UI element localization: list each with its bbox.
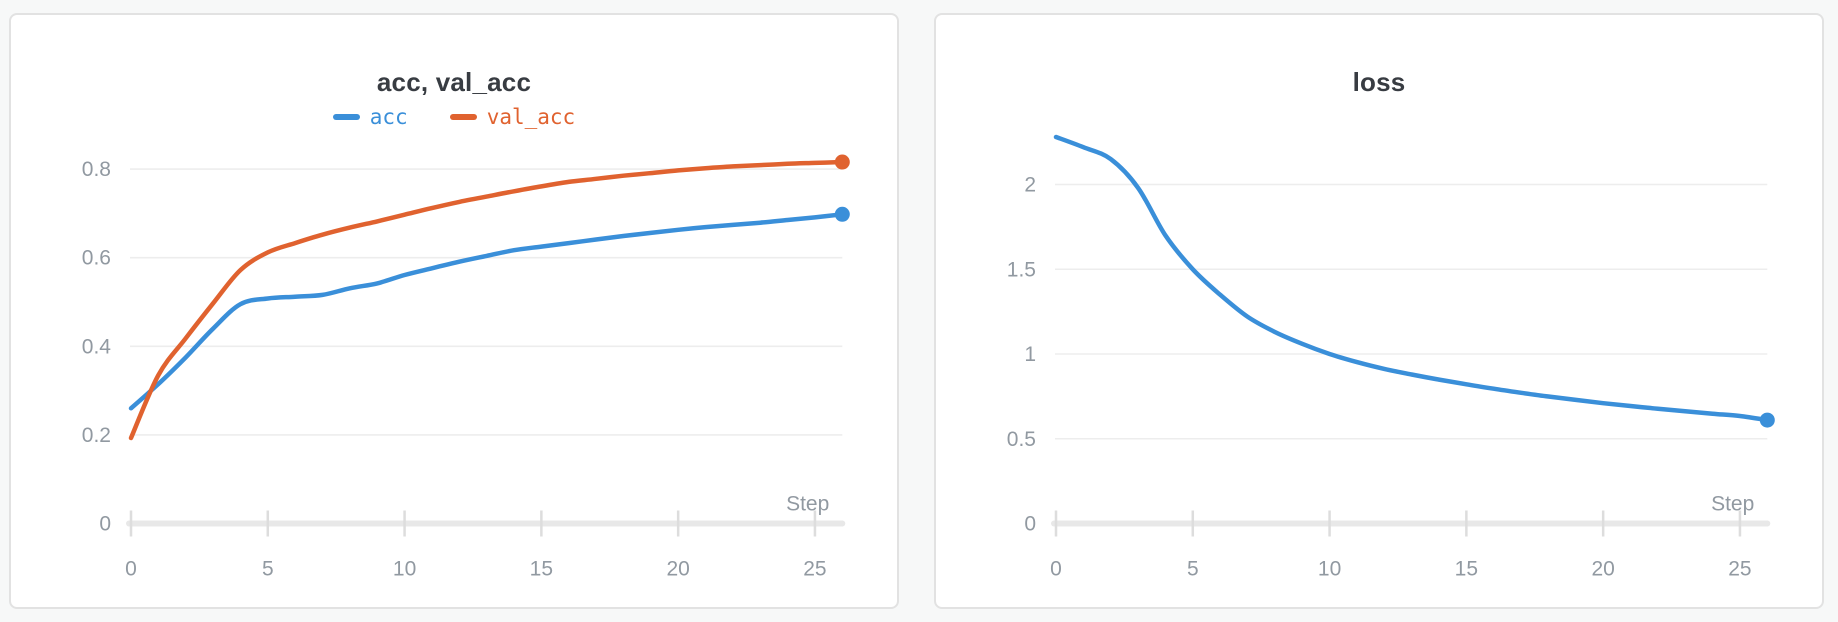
legend: acc val_acc xyxy=(11,105,897,129)
y-tick-label: 1 xyxy=(1024,343,1036,366)
x-tick-label: 10 xyxy=(393,558,416,581)
x-tick-label: 20 xyxy=(666,558,689,581)
legend-item-val_acc[interactable]: val_acc xyxy=(449,104,576,129)
x-tick-label: 0 xyxy=(125,558,137,581)
series-line-acc[interactable] xyxy=(128,212,845,411)
y-tick-label: 0.2 xyxy=(82,424,111,447)
x-axis-title: Step xyxy=(1711,493,1754,516)
series-line-val_acc[interactable] xyxy=(128,159,845,441)
y-tick-label: 0 xyxy=(99,513,111,536)
panel-acc-val-acc[interactable]: acc, val_acc acc val_acc 0 5 10 15 20 25 0 0.2 0.… xyxy=(9,13,899,609)
x-tick-label: 0 xyxy=(1050,558,1062,581)
y-tick-label: 0.6 xyxy=(82,247,111,270)
legend-item-acc[interactable]: acc xyxy=(332,104,408,129)
series-end-dot-val_acc[interactable] xyxy=(834,154,850,170)
legend-swatch-acc xyxy=(332,114,360,120)
x-tick-label: 25 xyxy=(1728,558,1751,581)
y-tick-label: 0.5 xyxy=(1007,428,1036,451)
x-tick-label: 5 xyxy=(262,558,274,581)
chart-canvas-acc-val-acc[interactable]: 0 5 10 15 20 25 0 0.2 0.4 0.6 0.8 Step xyxy=(11,15,897,607)
legend-label: val_acc xyxy=(486,104,576,129)
y-tick-label: 2 xyxy=(1024,174,1036,197)
y-tick-label: 1.5 xyxy=(1007,258,1036,281)
x-tick-label: 15 xyxy=(530,558,553,581)
chart-title: loss xyxy=(1352,67,1406,97)
series-line-loss[interactable] xyxy=(1053,134,1770,423)
x-tick-label: 25 xyxy=(803,558,826,581)
legend-label: acc xyxy=(369,104,408,129)
chart-title: acc, val_acc xyxy=(376,67,532,97)
x-tick-label: 15 xyxy=(1455,558,1478,581)
y-tick-label: 0.8 xyxy=(82,158,111,181)
x-axis-title: Step xyxy=(786,493,829,516)
series-end-dot-acc[interactable] xyxy=(834,206,850,222)
series-end-dot-loss[interactable] xyxy=(1759,412,1775,428)
y-tick-label: 0.4 xyxy=(82,335,112,358)
x-tick-label: 20 xyxy=(1591,558,1614,581)
panel-loss[interactable]: loss 0 5 10 15 20 25 0 0.5 1 1.5 2 Step xyxy=(934,13,1824,609)
legend-swatch-val_acc xyxy=(449,114,477,120)
chart-canvas-loss[interactable]: 0 5 10 15 20 25 0 0.5 1 1.5 2 Step xyxy=(936,15,1822,607)
x-tick-label: 5 xyxy=(1187,558,1199,581)
x-tick-label: 10 xyxy=(1318,558,1341,581)
y-tick-label: 0 xyxy=(1024,513,1036,536)
